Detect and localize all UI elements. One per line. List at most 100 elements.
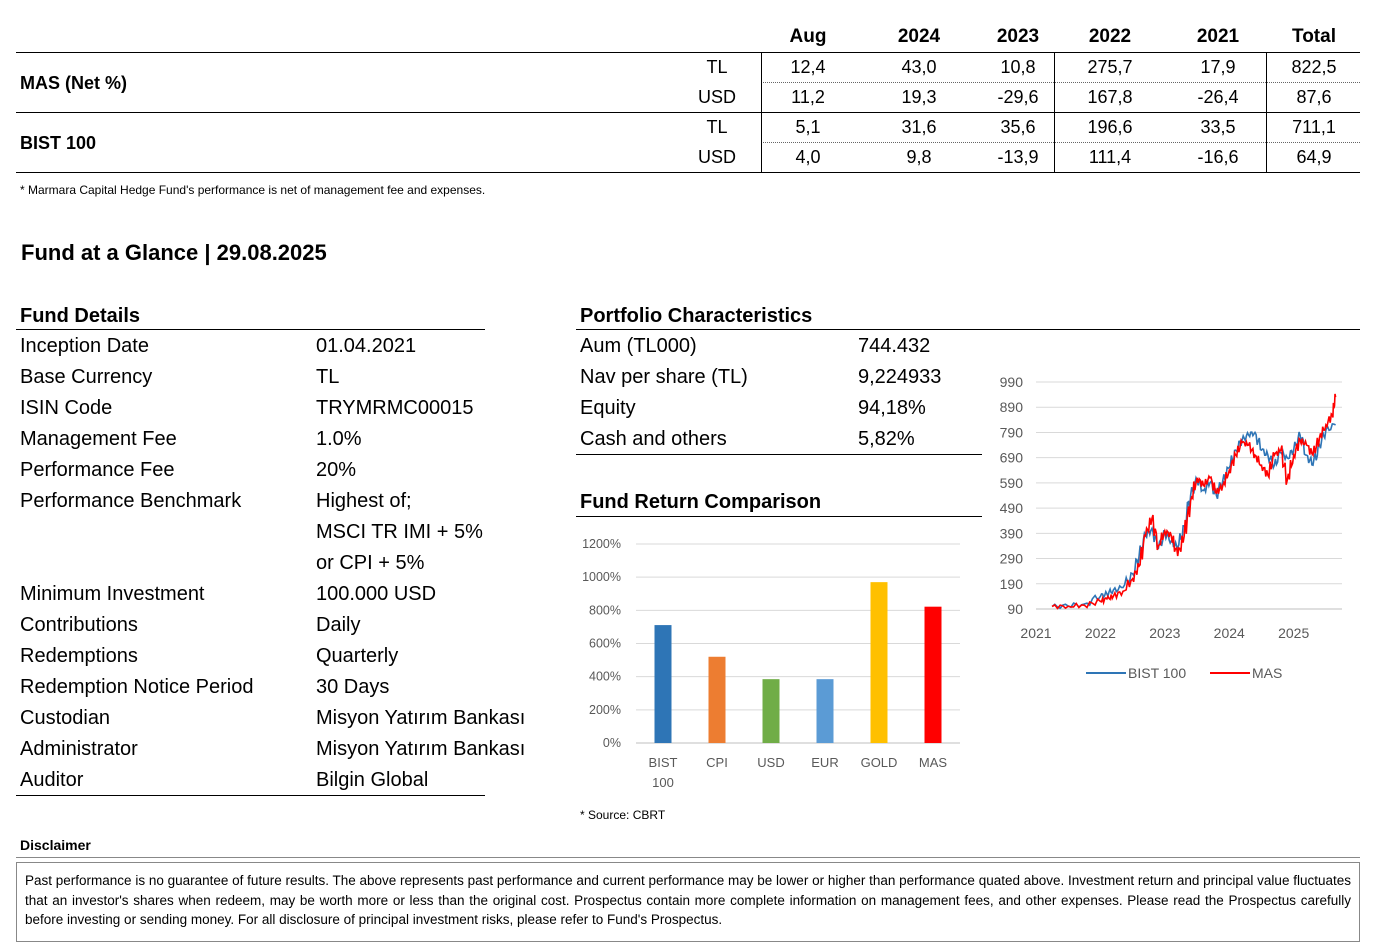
row-label: MAS (Net %) xyxy=(20,73,127,93)
table-cell: 31,6 xyxy=(901,117,937,137)
detail-label: Performance Benchmark xyxy=(20,490,242,512)
table-cell: -29,6 xyxy=(997,87,1039,107)
x-tick-label: EUR xyxy=(811,755,838,770)
x-tick-label: MAS xyxy=(919,755,948,770)
fund-details-title: Fund Details xyxy=(20,305,141,327)
comparison-title: Fund Return Comparison xyxy=(580,491,822,513)
portfolio-label: Nav per share (TL) xyxy=(580,366,748,388)
column-header: 2023 xyxy=(996,26,1040,47)
detail-label: Performance Fee xyxy=(20,459,175,481)
y-tick-label: 1200% xyxy=(582,537,621,551)
detail-label: Contributions xyxy=(20,614,138,636)
detail-label: ISIN Code xyxy=(20,397,113,419)
portfolio-value: 5,82% xyxy=(858,428,915,450)
performance-footnote: * Marmara Capital Hedge Fund's performan… xyxy=(20,183,486,197)
return-comparison-bar-chart: 0% 200% 400% 600% 800% 1000% 1200% BIST 100 CPI US… xyxy=(582,537,960,790)
portfolio-label: Equity xyxy=(580,397,636,419)
table-cell: 33,5 xyxy=(1200,117,1236,137)
detail-value: TL xyxy=(316,366,340,388)
table-cell: 17,9 xyxy=(1200,57,1236,77)
y-tick-label: 690 xyxy=(1000,450,1024,466)
y-tick-label: 790 xyxy=(1000,424,1024,440)
portfolio-label: Aum (TL000) xyxy=(580,335,697,357)
detail-value: 20% xyxy=(316,459,357,481)
table-cell: -26,4 xyxy=(1197,87,1239,107)
y-tick-label: 490 xyxy=(1000,500,1024,516)
column-header: Aug xyxy=(789,26,827,47)
detail-value: 100.000 USD xyxy=(316,583,437,605)
detail-label: Inception Date xyxy=(20,335,149,357)
table-cell: 87,6 xyxy=(1296,87,1332,107)
detail-value: MSCI TR IMI + 5% xyxy=(316,521,483,543)
detail-value: 01.04.2021 xyxy=(316,335,417,357)
detail-value: TRYMRMC00015 xyxy=(316,397,474,419)
detail-label: Auditor xyxy=(20,769,84,791)
y-tick-label: 600% xyxy=(589,637,621,651)
legend-label: MAS xyxy=(1252,665,1282,681)
y-tick-label: 990 xyxy=(1000,374,1024,390)
x-tick-label: 2022 xyxy=(1085,625,1116,641)
column-header: 2022 xyxy=(1088,26,1132,47)
table-cell: -13,9 xyxy=(997,147,1039,167)
bar xyxy=(762,679,780,743)
y-tick-label: 400% xyxy=(589,670,621,684)
column-header: 2024 xyxy=(897,26,941,47)
detail-value: Quarterly xyxy=(316,645,399,667)
table-cell: 711,1 xyxy=(1292,117,1336,137)
detail-label: Custodian xyxy=(20,707,111,729)
table-cell: 196,6 xyxy=(1087,117,1133,137)
series-line xyxy=(1051,423,1336,610)
series-line xyxy=(1051,393,1337,610)
y-tick-label: 1000% xyxy=(582,570,621,584)
x-tick-label: 2024 xyxy=(1214,625,1245,641)
legend-label: BIST 100 xyxy=(1128,665,1186,681)
portfolio-value: 94,18% xyxy=(858,397,926,419)
y-tick-label: 190 xyxy=(1000,576,1024,592)
table-cell: -16,6 xyxy=(1197,147,1239,167)
performance-line-chart: 90 190 290 390 490 590 690 790 890 990 2021 2022 202… xyxy=(1000,374,1342,681)
detail-value: Bilgin Global xyxy=(316,769,429,791)
table-cell: 35,6 xyxy=(1000,117,1036,137)
x-tick-label: 2021 xyxy=(1020,625,1051,641)
table-cell: 111,4 xyxy=(1088,147,1132,167)
table-cell: 9,8 xyxy=(906,147,932,167)
y-tick-label: 390 xyxy=(1000,525,1024,541)
bar xyxy=(654,625,672,743)
table-cell: 167,8 xyxy=(1087,87,1133,107)
detail-value: Daily xyxy=(316,614,361,636)
column-header: 2021 xyxy=(1196,26,1240,47)
disclaimer-text: Past performance is no guarantee of futu… xyxy=(16,862,1360,942)
detail-label: Administrator xyxy=(20,738,138,760)
y-tick-label: 90 xyxy=(1007,601,1023,617)
table-cell: 822,5 xyxy=(1291,57,1337,77)
table-cell: 275,7 xyxy=(1087,57,1133,77)
glance-title: Fund at a Glance | 29.08.2025 xyxy=(21,240,327,265)
y-tick-label: 890 xyxy=(1000,399,1024,415)
source-note: * Source: CBRT xyxy=(580,808,666,822)
detail-label: Redemptions xyxy=(20,645,138,667)
x-tick-label: CPI xyxy=(706,755,728,770)
y-tick-label: 200% xyxy=(589,703,621,717)
bar xyxy=(816,679,834,743)
portfolio-label: Cash and others xyxy=(580,428,727,450)
y-tick-label: 290 xyxy=(1000,551,1024,567)
currency-label: TL xyxy=(706,117,728,137)
y-tick-label: 800% xyxy=(589,603,621,617)
detail-label: Redemption Notice Period xyxy=(20,676,254,698)
bar xyxy=(924,606,942,743)
x-tick-label: 2023 xyxy=(1149,625,1180,641)
table-cell: 10,8 xyxy=(1000,57,1036,77)
table-cell: 11,2 xyxy=(791,87,825,107)
x-tick-label: BIST 100 xyxy=(649,755,678,790)
detail-value: Misyon Yatırım Bankası xyxy=(316,738,526,760)
table-cell: 12,4 xyxy=(790,57,826,77)
detail-value: 1.0% xyxy=(316,428,362,450)
portfolio-title: Portfolio Characteristics xyxy=(580,305,813,327)
row-label: BIST 100 xyxy=(20,133,97,153)
detail-label: Minimum Investment xyxy=(20,583,205,605)
detail-label: Management Fee xyxy=(20,428,177,450)
portfolio-value: 9,224933 xyxy=(858,366,942,388)
y-tick-label: 590 xyxy=(1000,475,1024,491)
bar xyxy=(870,582,888,743)
currency-label: USD xyxy=(697,87,736,107)
